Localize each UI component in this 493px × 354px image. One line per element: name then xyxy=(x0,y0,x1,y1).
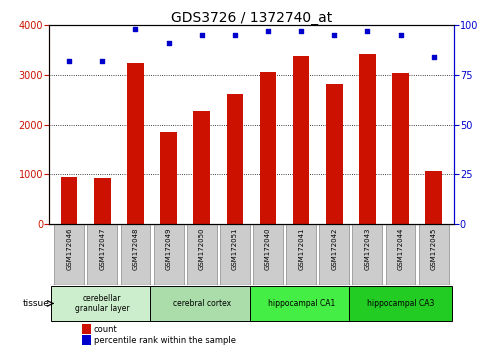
Bar xyxy=(359,54,376,224)
Bar xyxy=(127,63,144,224)
Point xyxy=(99,58,106,63)
Point xyxy=(396,32,404,38)
Bar xyxy=(87,224,117,285)
Text: GSM172049: GSM172049 xyxy=(166,227,172,270)
Title: GDS3726 / 1372740_at: GDS3726 / 1372740_at xyxy=(171,11,332,25)
Bar xyxy=(193,111,210,224)
Bar xyxy=(349,286,452,321)
Text: GSM172040: GSM172040 xyxy=(265,227,271,270)
Text: GSM172047: GSM172047 xyxy=(99,227,106,270)
Bar xyxy=(227,93,243,224)
Point xyxy=(132,26,140,32)
Point xyxy=(297,28,305,34)
Text: GSM172043: GSM172043 xyxy=(364,227,370,270)
Bar xyxy=(51,286,154,321)
Bar xyxy=(352,224,382,285)
Point xyxy=(264,28,272,34)
Bar xyxy=(293,56,310,224)
Text: hippocampal CA3: hippocampal CA3 xyxy=(367,299,434,308)
Bar xyxy=(187,224,216,285)
Point xyxy=(330,32,338,38)
Text: GSM172046: GSM172046 xyxy=(66,227,72,270)
Bar xyxy=(94,178,110,224)
Bar xyxy=(250,286,352,321)
Bar xyxy=(392,73,409,224)
Point xyxy=(165,40,173,46)
Text: cerebellar
granular layer: cerebellar granular layer xyxy=(75,294,130,313)
Text: GSM172044: GSM172044 xyxy=(397,227,404,270)
Point xyxy=(363,28,371,34)
Text: tissue: tissue xyxy=(23,299,50,308)
Bar xyxy=(82,325,91,334)
Bar xyxy=(154,224,183,285)
Bar xyxy=(150,286,253,321)
Point xyxy=(231,32,239,38)
Text: GSM172051: GSM172051 xyxy=(232,227,238,270)
Bar xyxy=(121,224,150,285)
Text: cerebral cortex: cerebral cortex xyxy=(173,299,231,308)
Bar xyxy=(419,224,449,285)
Text: GSM172048: GSM172048 xyxy=(133,227,139,270)
Bar xyxy=(160,132,177,224)
Text: GSM172041: GSM172041 xyxy=(298,227,304,270)
Point xyxy=(430,54,438,59)
Bar xyxy=(386,224,416,285)
Text: percentile rank within the sample: percentile rank within the sample xyxy=(94,336,236,345)
Text: GSM172042: GSM172042 xyxy=(331,227,337,270)
Bar xyxy=(54,224,84,285)
Point xyxy=(198,32,206,38)
Bar xyxy=(61,177,77,224)
Point xyxy=(65,58,73,63)
Bar xyxy=(326,84,343,224)
Text: hippocampal CA1: hippocampal CA1 xyxy=(268,299,335,308)
Text: count: count xyxy=(94,325,117,334)
Bar xyxy=(253,224,283,285)
Text: GSM172045: GSM172045 xyxy=(431,227,437,270)
Text: GSM172050: GSM172050 xyxy=(199,227,205,270)
Bar xyxy=(425,171,442,224)
Bar xyxy=(319,224,349,285)
Bar xyxy=(220,224,250,285)
Bar xyxy=(286,224,316,285)
Bar xyxy=(260,72,276,224)
Bar xyxy=(82,336,91,345)
